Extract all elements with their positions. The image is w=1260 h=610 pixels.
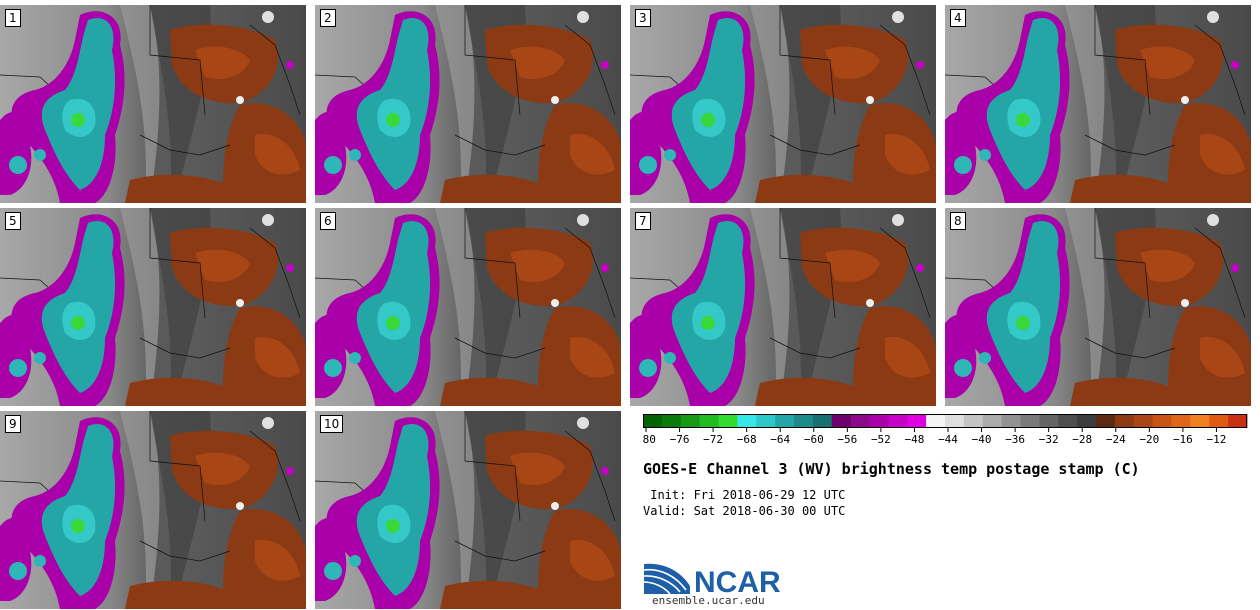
figure-title: GOES-E Channel 3 (WV) brightness temp po… xyxy=(643,460,1140,478)
satellite-map xyxy=(0,208,306,406)
colorbar-swatch xyxy=(831,414,852,428)
colorbar-border xyxy=(643,414,1247,428)
panel-number-label: 1 xyxy=(5,9,21,27)
colorbar-swatch xyxy=(869,414,889,428)
satellite-map xyxy=(945,5,1251,203)
colorbar-swatch xyxy=(812,414,833,428)
satellite-map xyxy=(945,208,1251,406)
logo-text: NCAR xyxy=(694,566,781,596)
colorbar-swatch xyxy=(1209,414,1229,428)
colorbar-swatch xyxy=(1171,414,1191,428)
logo-url: ensemble.ucar.edu xyxy=(652,594,765,607)
colorbar-swatch xyxy=(699,414,719,428)
colorbar-tick-label: −60 xyxy=(804,433,824,446)
postage-stamp-panel: 8 xyxy=(945,208,1251,406)
postage-stamp-panel: 4 xyxy=(945,5,1251,203)
colorbar-swatch xyxy=(1228,414,1248,428)
postage-stamp-panel: 10 xyxy=(315,411,621,609)
colorbar-swatch xyxy=(1096,414,1116,428)
satellite-map xyxy=(630,5,936,203)
panel-number-label: 9 xyxy=(5,415,21,433)
colorbar-tick-label: −64 xyxy=(770,433,790,446)
colorbar-tick-label: −80 xyxy=(643,433,656,446)
colorbar-swatch xyxy=(850,414,870,428)
colorbar-tick-label: −12 xyxy=(1207,433,1227,446)
colorbar-swatch xyxy=(888,414,908,428)
satellite-map xyxy=(0,5,306,203)
colorbar-swatch xyxy=(1152,414,1172,428)
colorbar-swatch xyxy=(643,414,663,428)
postage-stamp-panel: 1 xyxy=(0,5,306,203)
colorbar-tick-label: −72 xyxy=(703,433,723,446)
colorbar-tick-label: −20 xyxy=(1139,433,1159,446)
colorbar-swatch xyxy=(1133,414,1154,428)
colorbar-tick-label: −52 xyxy=(871,433,891,446)
ncar-logo: NCAR xyxy=(643,563,781,596)
panel-number-label: 6 xyxy=(320,212,336,230)
init-time: Init: Fri 2018-06-29 12 UTC xyxy=(643,488,846,502)
colorbar-swatch xyxy=(756,414,776,428)
postage-stamp-panel: 2 xyxy=(315,5,621,203)
colorbar-swatch xyxy=(1001,414,1021,428)
colorbar-tick-label: −76 xyxy=(670,433,690,446)
panel-number-label: 3 xyxy=(635,9,651,27)
colorbar-swatch xyxy=(1077,414,1097,428)
colorbar-swatch xyxy=(737,414,757,428)
colorbar-swatch xyxy=(1058,414,1078,428)
colorbar-swatch xyxy=(1039,414,1059,428)
colorbar-tick-label: −36 xyxy=(1005,433,1025,446)
panel-number-label: 8 xyxy=(950,212,966,230)
colorbar-swatch xyxy=(945,414,965,428)
satellite-map xyxy=(315,5,621,203)
colorbar-swatch xyxy=(661,414,682,428)
valid-time: Valid: Sat 2018-06-30 00 UTC xyxy=(643,504,846,518)
postage-stamp-panel: 7 xyxy=(630,208,936,406)
panel-number-label: 4 xyxy=(950,9,966,27)
satellite-map xyxy=(630,208,936,406)
colorbar-swatch xyxy=(926,414,946,428)
logo-swoosh-icon xyxy=(644,563,690,594)
colorbar-tick-label: −48 xyxy=(905,433,925,446)
colorbar-tick-label: −24 xyxy=(1106,433,1126,446)
satellite-map xyxy=(315,208,621,406)
colorbar-tick-label: −56 xyxy=(837,433,857,446)
colorbar-swatch xyxy=(680,414,701,428)
colorbar-swatch xyxy=(963,414,984,428)
colorbar-tick-label: −40 xyxy=(972,433,992,446)
panel-number-label: 2 xyxy=(320,9,336,27)
satellite-map xyxy=(0,411,306,609)
colorbar-swatch xyxy=(1190,414,1210,428)
colorbar-tick-label: −16 xyxy=(1173,433,1193,446)
colorbar-tick-label: −44 xyxy=(938,433,958,446)
colorbar-swatch xyxy=(982,414,1003,428)
colorbar: −80−76−72−68−64−60−56−52−48−44−40−36−32−… xyxy=(643,414,1248,446)
colorbar-swatch xyxy=(907,414,927,428)
panel-number-label: 10 xyxy=(320,415,344,433)
panel-number-label: 5 xyxy=(5,212,21,230)
postage-stamp-panel: 9 xyxy=(0,411,306,609)
colorbar-swatch xyxy=(794,414,814,428)
colorbar-tick-label: −32 xyxy=(1039,433,1059,446)
postage-stamp-panel: 3 xyxy=(630,5,936,203)
colorbar-swatch xyxy=(1020,414,1040,428)
colorbar-swatch xyxy=(1114,414,1135,428)
colorbar-swatch xyxy=(718,414,738,428)
postage-stamp-panel: 5 xyxy=(0,208,306,406)
colorbar-tick-label: −68 xyxy=(737,433,757,446)
panel-number-label: 7 xyxy=(635,212,651,230)
colorbar-tick-label: −28 xyxy=(1072,433,1092,446)
satellite-map xyxy=(315,411,621,609)
postage-stamp-panel: 6 xyxy=(315,208,621,406)
colorbar-swatch xyxy=(775,414,795,428)
